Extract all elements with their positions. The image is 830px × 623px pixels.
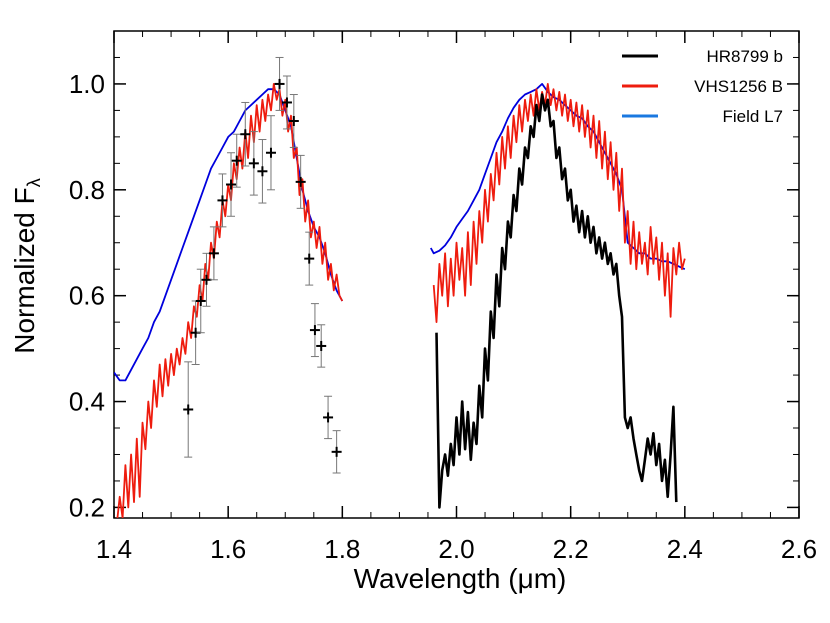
x-tick-label: 2.0	[438, 534, 474, 564]
x-tick-label: 1.8	[324, 534, 360, 564]
legend: HR8799 b VHS1256 B Field L7	[622, 47, 783, 126]
x-axis-title: Wavelength (μm)	[354, 563, 567, 594]
data-point	[331, 430, 342, 474]
y-tick-label: 0.8	[69, 175, 105, 205]
data-point	[316, 324, 327, 368]
legend-label: Field L7	[723, 107, 783, 126]
y-axis-title-subscript: λ	[24, 178, 44, 187]
series-lines	[114, 83, 686, 518]
legend-label: VHS1256 B	[694, 77, 783, 96]
data-point	[257, 139, 268, 204]
y-tick-label: 1.0	[69, 69, 105, 99]
y-axis: 0.2 0.4 0.6 0.8 1.0	[69, 56, 799, 522]
legend-label: HR8799 b	[706, 47, 783, 66]
data-point	[323, 395, 334, 440]
y-axis-title: Normalized Fλ	[9, 178, 44, 353]
series-line-vhs1256-b	[116, 83, 344, 518]
x-tick-label: 1.4	[96, 534, 132, 564]
x-tick-label: 2.4	[667, 534, 703, 564]
series-line-field-l7	[430, 83, 686, 271]
legend-entry: HR8799 b	[622, 47, 783, 66]
y-tick-label: 0.4	[69, 387, 105, 417]
data-point	[288, 94, 299, 148]
data-point	[183, 361, 194, 458]
data-point	[274, 56, 285, 111]
data-point	[226, 152, 237, 217]
plot-frame	[113, 30, 800, 519]
data-point	[295, 154, 306, 209]
data-point	[240, 101, 251, 167]
data-point	[248, 131, 259, 196]
data-point	[281, 75, 292, 130]
data-point	[309, 303, 320, 358]
x-tick-label: 1.6	[210, 534, 246, 564]
data-point	[231, 133, 242, 188]
legend-entry: VHS1256 B	[622, 77, 783, 96]
data-point	[208, 226, 219, 281]
data-point	[265, 115, 276, 191]
x-tick-label: 2.6	[781, 534, 817, 564]
y-tick-label: 0.6	[69, 281, 105, 311]
data-point	[201, 252, 212, 307]
y-tick-label: 0.2	[69, 492, 105, 522]
x-tick-label: 2.2	[553, 534, 589, 564]
x-axis: 1.4 1.6 1.8 2.0 2.2 2.4 2.6	[96, 31, 817, 564]
series-line-field-l7	[114, 88, 344, 382]
data-points	[183, 56, 342, 474]
legend-entry: Field L7	[622, 107, 783, 126]
data-point	[217, 173, 228, 228]
series-line-hr8799-b	[435, 93, 678, 509]
series-line-vhs1256-b	[432, 83, 686, 323]
data-point	[304, 231, 315, 286]
data-point	[195, 268, 206, 334]
